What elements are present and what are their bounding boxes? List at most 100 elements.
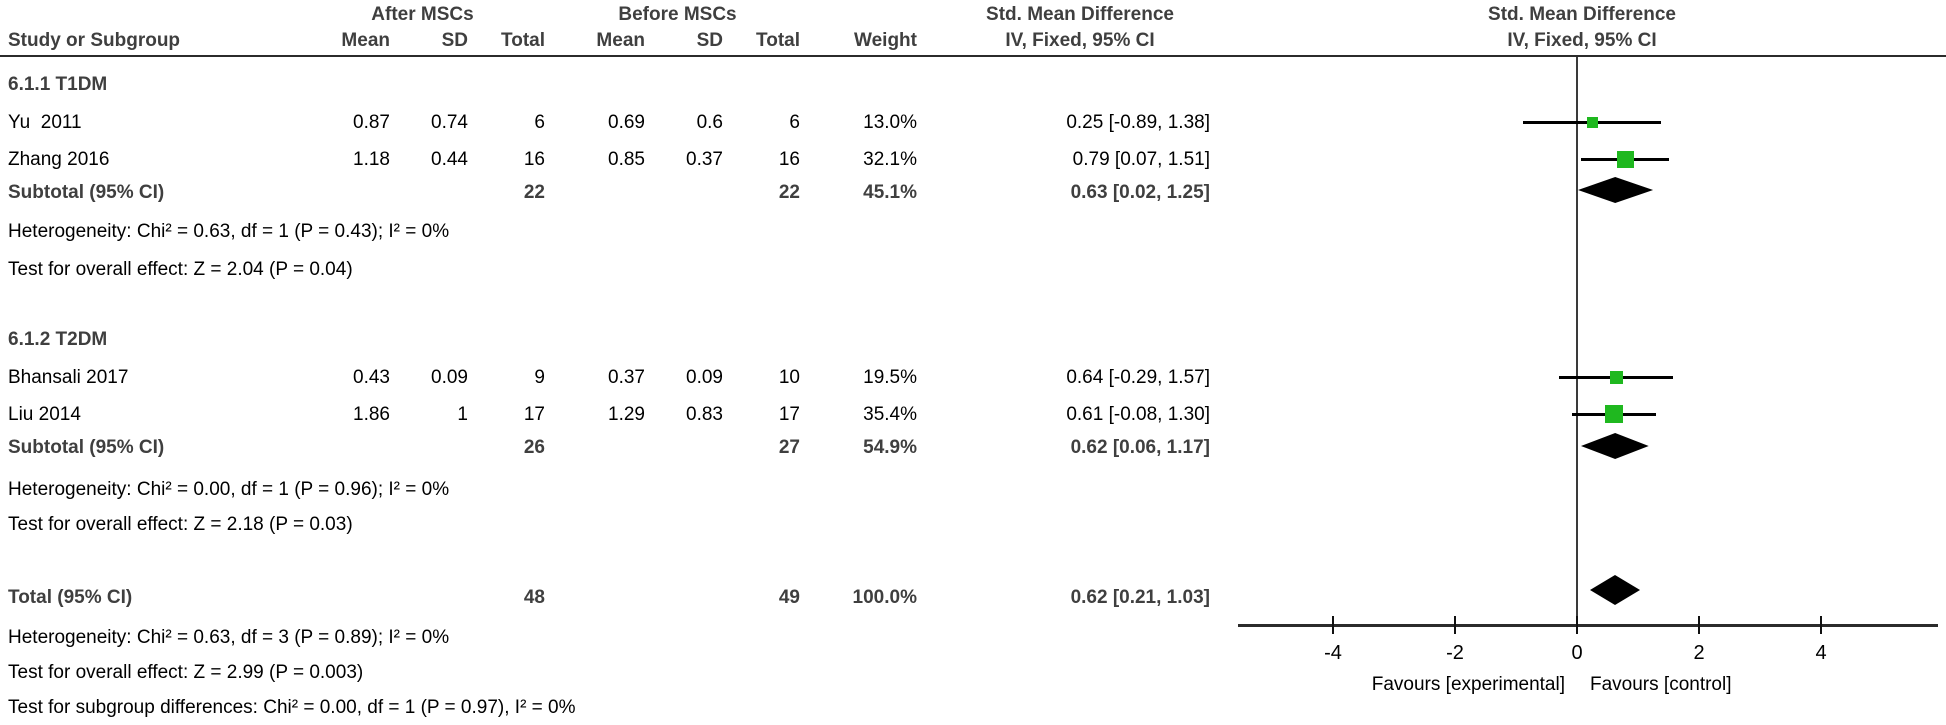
study-point-marker [1616,150,1634,168]
analysis-note: Heterogeneity: Chi² = 0.00, df = 1 (P = … [8,479,450,500]
axis-tick-label: 2 [1693,642,1705,664]
axis-tick-label: -4 [1324,642,1342,664]
pooled-effect-diamond [1580,433,1649,459]
total1-value: 9 [534,367,545,388]
axis-tick-label: 0 [1571,642,1583,664]
analysis-note: Test for overall effect: Z = 2.04 (P = 0… [8,259,353,280]
mean1-value: 1.86 [353,404,390,425]
axis-tick [1332,616,1334,634]
weight-value: 45.1% [863,182,917,203]
ci-text: 0.79 [0.07, 1.51] [1072,149,1210,170]
axis-tick-label: -2 [1446,642,1464,664]
mean1-value: 0.87 [353,112,390,133]
axis-tick [1454,616,1456,634]
ci-text: 0.61 [-0.08, 1.30] [1066,404,1210,425]
total2-value: 49 [778,587,800,608]
mean1-value: 0.43 [353,367,390,388]
analysis-note: Heterogeneity: Chi² = 0.63, df = 3 (P = … [8,627,450,648]
axis-tick [1820,616,1822,634]
total1-value: 17 [523,404,545,425]
table-row: Test for subgroup differences: Chi² = 0.… [0,695,1230,721]
table-row: Zhang 2016 1.18 0.44 16 0.85 0.37 16 32.1% 0.79 … [0,147,1230,173]
header-underline [0,55,1946,57]
total2-value: 17 [778,404,800,425]
total2-value: 6 [789,112,800,133]
weight-value: 35.4% [863,404,917,425]
study-point-marker [1586,116,1598,128]
study-label: Total (95% CI) [8,587,133,608]
sd2-value: 0.37 [686,149,723,170]
study-label: 6.1.1 T1DM [8,74,108,95]
col-mean2-header: Mean [596,30,645,51]
table-row: Bhansali 2017 0.43 0.09 9 0.37 0.09 10 19.5% 0.6… [0,365,1230,391]
table-row: 6.1.1 T1DM [0,72,1230,98]
col-mean1-header: Mean [341,30,390,51]
analysis-note: Test for overall effect: Z = 2.99 (P = 0… [8,662,364,683]
total1-value: 6 [534,112,545,133]
total2-value: 16 [778,149,800,170]
sd2-value: 0.6 [696,112,723,133]
effect-left-subheader: IV, Fixed, 95% CI [1005,30,1155,51]
col-sd2-header: SD [696,30,723,51]
pooled-effect-diamond [1578,177,1654,203]
axis-tick [1576,616,1578,634]
analysis-note: Test for overall effect: Z = 2.18 (P = 0… [8,514,353,535]
total1-value: 26 [523,437,545,458]
table-row: Yu 2011 0.87 0.74 6 0.69 0.6 6 13.0% 0.25 [-0.89… [0,110,1230,136]
ci-text: 0.63 [0.02, 1.25] [1070,182,1210,203]
col-weight-header: Weight [854,30,917,51]
ci-text: 0.25 [-0.89, 1.38] [1066,112,1210,133]
study-label: Yu 2011 [8,112,82,133]
study-label: Subtotal (95% CI) [8,182,165,203]
study-label: Subtotal (95% CI) [8,437,165,458]
table-row: Test for overall effect: Z = 2.99 (P = 0… [0,660,1230,686]
col-sd1-header: SD [441,30,468,51]
study-point-marker [1605,405,1624,423]
ci-text: 0.64 [-0.29, 1.57] [1066,367,1210,388]
study-label: 6.1.2 T2DM [8,329,108,350]
sd2-value: 0.09 [686,367,723,388]
table-row: Liu 2014 1.86 1 17 1.29 0.83 17 35.4% 0.61 [-0.0… [0,402,1230,428]
table-row: Subtotal (95% CI) 22 22 45.1% 0.63 [0.02, 1.… [0,180,1230,206]
total1-value: 48 [523,587,545,608]
col-study-header: Study or Subgroup [8,30,181,51]
study-point-marker [1609,370,1623,384]
table-row: Total (95% CI) 48 49 100.0% 0.62 [0.21, 1.03… [0,585,1230,611]
table-row: Test for overall effect: Z = 2.18 (P = 0… [0,512,1230,538]
pooled-effect-diamond [1589,575,1640,605]
weight-value: 32.1% [863,149,917,170]
study-label: Liu 2014 [8,404,81,425]
group1-header: After MSCs [371,4,474,25]
axis-tick [1698,616,1700,634]
table-row: Test for overall effect: Z = 2.04 (P = 0… [0,257,1230,283]
zero-line [1576,57,1578,625]
sd1-value: 0.44 [431,149,468,170]
favours-right-label: Favours [control] [1590,674,1732,695]
col-total2-header: Total [756,30,800,51]
table-row: Heterogeneity: Chi² = 0.00, df = 1 (P = … [0,477,1230,503]
table-row: Heterogeneity: Chi² = 0.63, df = 3 (P = … [0,625,1230,651]
weight-value: 54.9% [863,437,917,458]
study-label: Bhansali 2017 [8,367,129,388]
ci-text: 0.62 [0.06, 1.17] [1070,437,1210,458]
sd1-value: 0.74 [431,112,468,133]
mean2-value: 0.85 [608,149,645,170]
favours-left-label: Favours [experimental] [1371,674,1565,695]
total1-value: 22 [523,182,545,203]
group2-header: Before MSCs [618,4,737,25]
axis-line [1238,624,1938,627]
effect-right-subheader: IV, Fixed, 95% CI [1507,30,1657,51]
study-label: Zhang 2016 [8,149,110,170]
sd1-value: 0.09 [431,367,468,388]
weight-value: 100.0% [852,587,917,608]
weight-value: 13.0% [863,112,917,133]
ci-text: 0.62 [0.21, 1.03] [1070,587,1210,608]
weight-value: 19.5% [863,367,917,388]
sd1-value: 1 [457,404,468,425]
axis-tick-label: 4 [1815,642,1827,664]
mean2-value: 0.69 [608,112,645,133]
analysis-note: Test for subgroup differences: Chi² = 0.… [8,697,576,718]
mean1-value: 1.18 [353,149,390,170]
analysis-note: Heterogeneity: Chi² = 0.63, df = 1 (P = … [8,221,450,242]
